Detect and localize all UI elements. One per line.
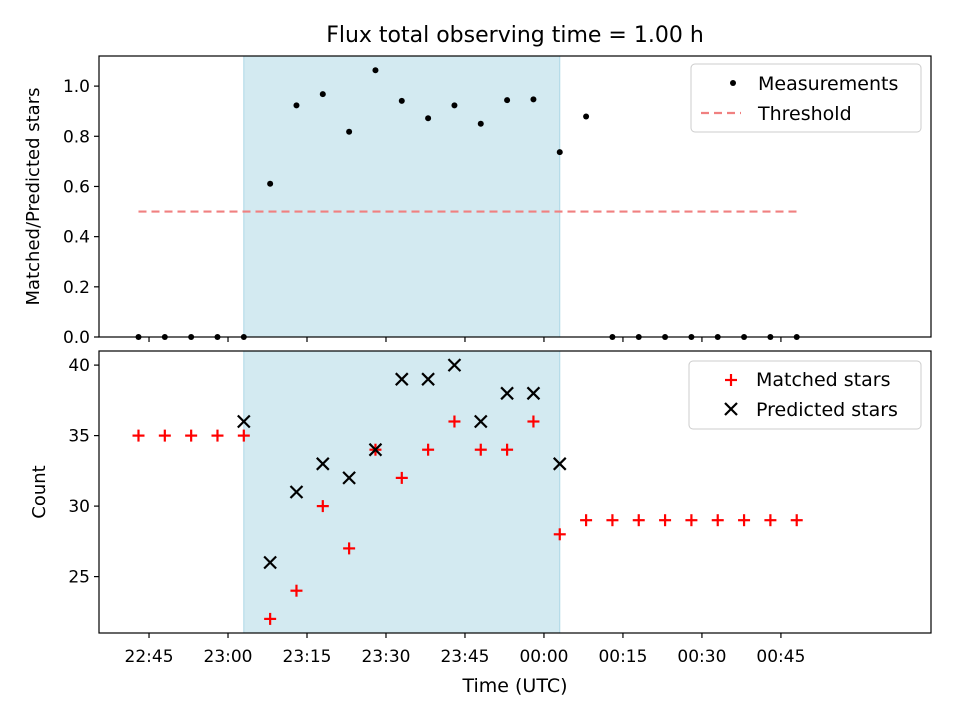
legend-predicted-marker	[724, 402, 738, 416]
predicted-star-point	[289, 485, 304, 499]
matched-star-point	[237, 429, 250, 442]
legend-matched-label: Matched stars	[756, 369, 890, 391]
matched-star-point	[290, 584, 303, 597]
top-legend: Measurements Threshold	[690, 63, 922, 133]
legend-threshold-label: Threshold	[757, 103, 852, 125]
predicted-star-point	[447, 358, 462, 372]
top-legend-box	[690, 63, 922, 133]
bottom-y-tick-label: 30	[68, 497, 90, 517]
predicted-star-point	[263, 555, 277, 570]
predicted-star-point	[473, 414, 488, 429]
bottom-x-ticks: 22:45 23:00 23:15 23:30 23:45 00:00 00:15 00:30…	[125, 633, 805, 667]
matched-star-point	[211, 429, 224, 442]
matched-star-point	[738, 514, 751, 527]
top-y-tick-label: 0.0	[63, 328, 90, 348]
measurement-point	[319, 91, 326, 98]
x-axis-label: Time (UTC)	[461, 675, 567, 697]
predicted-star-point	[552, 457, 567, 471]
measurement-point	[477, 120, 484, 127]
matched-star-point	[606, 514, 619, 527]
measurement-point	[346, 128, 353, 135]
predicted-stars-points	[237, 358, 567, 570]
bottom-y-tick-label: 35	[68, 427, 90, 447]
predicted-star-point	[421, 372, 435, 386]
matched-star-point	[395, 471, 408, 484]
top-y-tick-label: 0.2	[63, 278, 90, 298]
x-tick-label: 23:45	[440, 647, 489, 667]
legend-measurements-marker	[730, 80, 736, 86]
matched-star-point	[132, 429, 145, 442]
bottom-y-tick-label: 40	[68, 356, 90, 376]
matched-star-point	[264, 612, 277, 625]
predicted-star-point	[500, 386, 514, 401]
bottom-y-tick-label: 25	[68, 568, 90, 588]
matched-star-point	[448, 415, 461, 428]
x-tick-label: 23:30	[361, 647, 410, 667]
chart-title: Flux total observing time = 1.00 h	[326, 23, 704, 48]
x-tick-label: 23:00	[204, 647, 253, 667]
predicted-star-point	[342, 471, 356, 485]
bottom-legend: Matched stars Predicted stars	[688, 360, 922, 430]
top-y-ticks: 0.0 0.2 0.4 0.6 0.8 1.0	[63, 77, 99, 348]
top-axes-frame	[98, 55, 932, 338]
predicted-star-point	[526, 386, 541, 401]
top-y-tick-label: 0.4	[63, 228, 90, 248]
measurement-point	[425, 115, 432, 122]
matched-star-point	[422, 443, 435, 456]
predicted-star-point	[237, 414, 251, 429]
matched-stars-points	[132, 415, 803, 625]
measurement-points	[135, 67, 800, 340]
bottom-axes-frame	[98, 350, 932, 634]
predicted-star-point	[368, 442, 383, 457]
x-tick-label: 22:45	[125, 647, 174, 667]
matched-star-point	[580, 514, 593, 527]
matched-star-point	[316, 500, 329, 513]
x-tick-label: 00:30	[677, 647, 726, 667]
measurement-point	[504, 97, 511, 104]
matched-star-point	[764, 514, 777, 527]
matched-star-point	[501, 443, 514, 456]
matched-star-point	[343, 542, 356, 555]
matched-star-point	[685, 514, 698, 527]
x-tick-label: 23:15	[283, 647, 332, 667]
x-tick-label: 00:15	[598, 647, 647, 667]
matched-star-point	[553, 528, 566, 541]
matched-star-point	[527, 415, 540, 428]
measurement-point	[293, 102, 300, 109]
top-y-tick-label: 1.0	[63, 77, 90, 97]
matched-star-point	[474, 443, 487, 456]
legend-predicted-label: Predicted stars	[756, 399, 898, 421]
matched-star-point	[185, 429, 198, 442]
matched-star-point	[711, 514, 724, 527]
bottom-legend-box	[688, 360, 922, 430]
bottom-panel: 25 30 35 40 22:45 23:00 23:15 23:30 23:45 00:00 0…	[29, 350, 932, 697]
measurement-point	[583, 113, 590, 120]
top-y-tick-label: 0.6	[63, 177, 90, 197]
measurement-point	[267, 180, 274, 187]
matched-star-point	[632, 514, 645, 527]
legend-matched-marker	[725, 374, 737, 386]
predicted-star-point	[316, 457, 330, 471]
bottom-y-ticks: 25 30 35 40	[68, 356, 99, 588]
x-tick-label: 00:00	[519, 647, 568, 667]
measurement-point	[556, 149, 563, 156]
top-y-tick-label: 0.8	[63, 127, 90, 147]
top-y-axis-label: Matched/Predicted stars	[23, 88, 44, 306]
top-panel: Flux total observing time = 1.00 h 0.00.…	[23, 23, 932, 348]
matched-star-point	[790, 514, 803, 527]
predicted-star-point	[395, 372, 409, 386]
matched-star-point	[659, 514, 672, 527]
x-tick-label: 00:45	[756, 647, 805, 667]
matched-star-point	[158, 429, 171, 442]
bottom-y-axis-label: Count	[29, 465, 50, 518]
measurement-point	[398, 97, 405, 104]
measurement-point	[451, 102, 458, 109]
legend-measurements-label: Measurements	[758, 73, 898, 95]
measurement-point	[372, 67, 379, 74]
top-x-ticks	[148, 337, 782, 342]
measurement-point	[530, 96, 537, 103]
